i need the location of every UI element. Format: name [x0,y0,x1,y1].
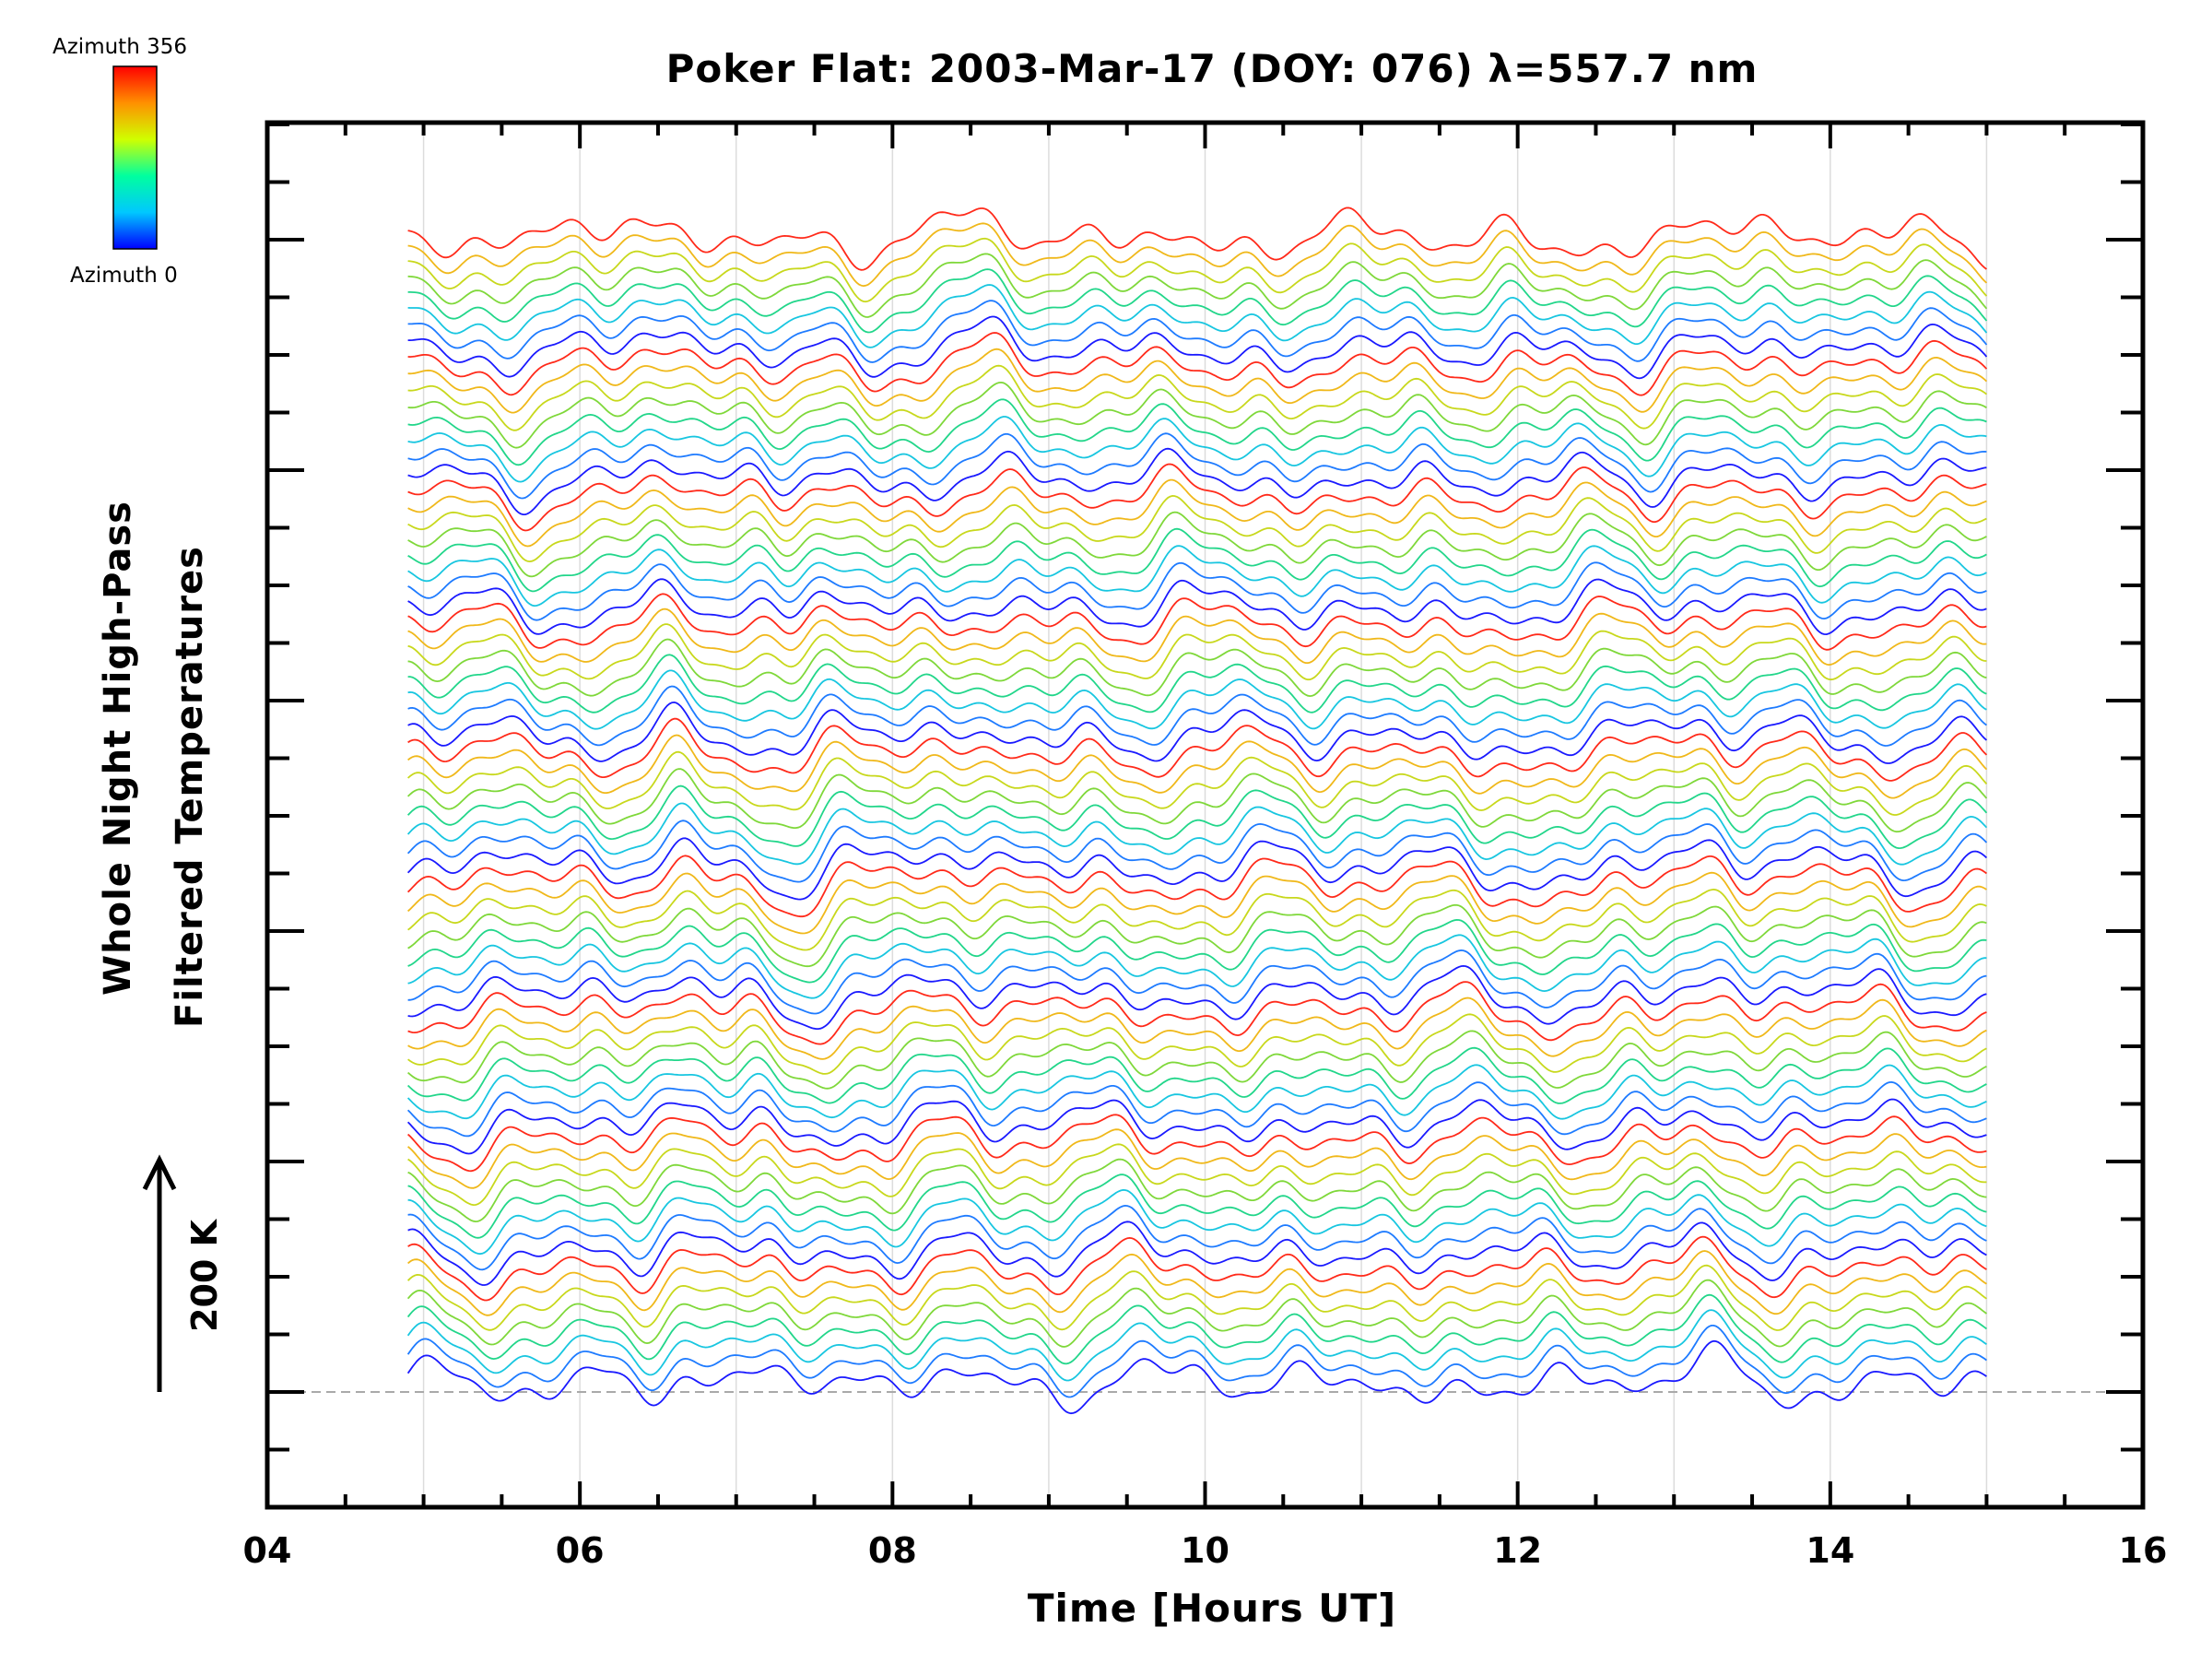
x-tick-label: 14 [1806,1530,1854,1571]
temperature-trace [407,1174,1987,1239]
temperature-trace [407,934,1987,999]
temperature-trace [406,1080,1987,1138]
temperature-trace [406,784,1988,850]
temperature-trace [406,1339,1987,1415]
temperature-trace [407,734,1988,799]
temperature-trace [407,1030,1987,1090]
temperature-trace [407,237,1988,303]
temperature-trace [407,1188,1987,1256]
temperature-trace [407,1221,1987,1286]
temperature-trace [407,300,1988,363]
temperature-trace [406,1046,1987,1104]
temperature-trace [407,315,1988,380]
temperature-trace [407,545,1987,607]
x-tick-label: 16 [2119,1530,2168,1571]
temperature-trace [407,997,1987,1060]
temperature-trace [406,768,1988,833]
temperature-trace [407,717,1988,782]
temperature-trace [406,1098,1987,1155]
temperature-trace [407,701,1987,764]
temperature-trace [406,1309,1987,1382]
temperature-trace [407,903,1987,968]
temperature-trace [407,871,1987,935]
scale-arrow [142,1154,177,1392]
temperature-trace [407,1158,1987,1223]
temperature-trace [406,1279,1987,1348]
x-tick-labels: 04 06 08 10 12 14 16 [243,1530,2168,1571]
series-group [406,206,1988,1415]
temperature-trace [407,918,1987,984]
temperature-trace [407,561,1987,621]
temperature-trace [407,463,1987,532]
temperature-trace [406,855,1987,918]
temperature-trace [406,1064,1987,1120]
temperature-trace [407,1013,1987,1075]
temperature-trace [407,888,1987,951]
temperature-trace [407,478,1987,548]
x-tick-label: 08 [868,1530,917,1571]
temperature-trace [407,527,1987,593]
temperature-trace [407,750,1988,816]
x-tick-label: 04 [243,1530,292,1571]
x-tick-label: 10 [1181,1530,1230,1571]
x-axis-label: Time [Hours UT] [1027,1586,1397,1631]
temperature-trace [407,578,1987,636]
temperature-trace [407,222,1988,288]
temperature-trace [407,364,1987,431]
temperature-trace [407,1250,1987,1316]
temperature-trace [406,1264,1987,1331]
colorbar-bottom-label: Azimuth 0 [70,264,178,288]
temperature-trace [407,981,1987,1045]
temperature-trace [406,820,1988,883]
temperature-trace [407,654,1987,714]
scale-bar-label: 200 K [184,1220,225,1332]
colorbar [112,65,158,250]
temperature-trace [407,638,1987,698]
temperature-trace [406,1293,1987,1365]
temperature-trace [407,669,1987,730]
temperature-trace [406,837,1988,901]
temperature-trace [407,494,1987,563]
temperature-trace [407,1128,1987,1189]
temperature-trace [407,268,1988,334]
temperature-trace [406,1114,1987,1173]
temperature-trace [407,206,1987,271]
temperature-trace [407,685,1987,747]
temperature-trace [407,253,1988,318]
temperature-trace [406,802,1988,866]
chart-title: Poker Flat: 2003-Mar-17 (DOY: 076) λ=557… [665,46,1759,91]
temperature-trace [407,447,1987,515]
temperature-trace [407,511,1987,578]
y-axis-label-line2: Filtered Temperatures [169,546,211,1028]
temperature-trace [407,1143,1987,1207]
axis-ticks [265,123,2145,1509]
temperature-trace [407,381,1987,449]
temperature-trace [407,416,1987,483]
y-axis-label-line1: Whole Night High-Pass [97,501,139,996]
temperature-trace [407,432,1987,500]
temperature-trace [407,1235,1987,1302]
temperature-trace [407,623,1987,681]
temperature-trace [407,348,1988,414]
temperature-trace [407,1204,1987,1271]
temperature-trace [406,1325,1987,1398]
temperature-trace [407,284,1988,348]
temperature-trace [407,332,1988,396]
x-tick-label: 12 [1493,1530,1542,1571]
temperature-trace [407,964,1987,1030]
temperature-trace [407,607,1987,666]
x-tick-label: 06 [556,1530,605,1571]
temperature-trace [407,949,1987,1015]
temperature-trace [407,398,1987,466]
colorbar-top-label: Azimuth 356 [53,35,187,59]
temperature-trace [407,593,1987,651]
